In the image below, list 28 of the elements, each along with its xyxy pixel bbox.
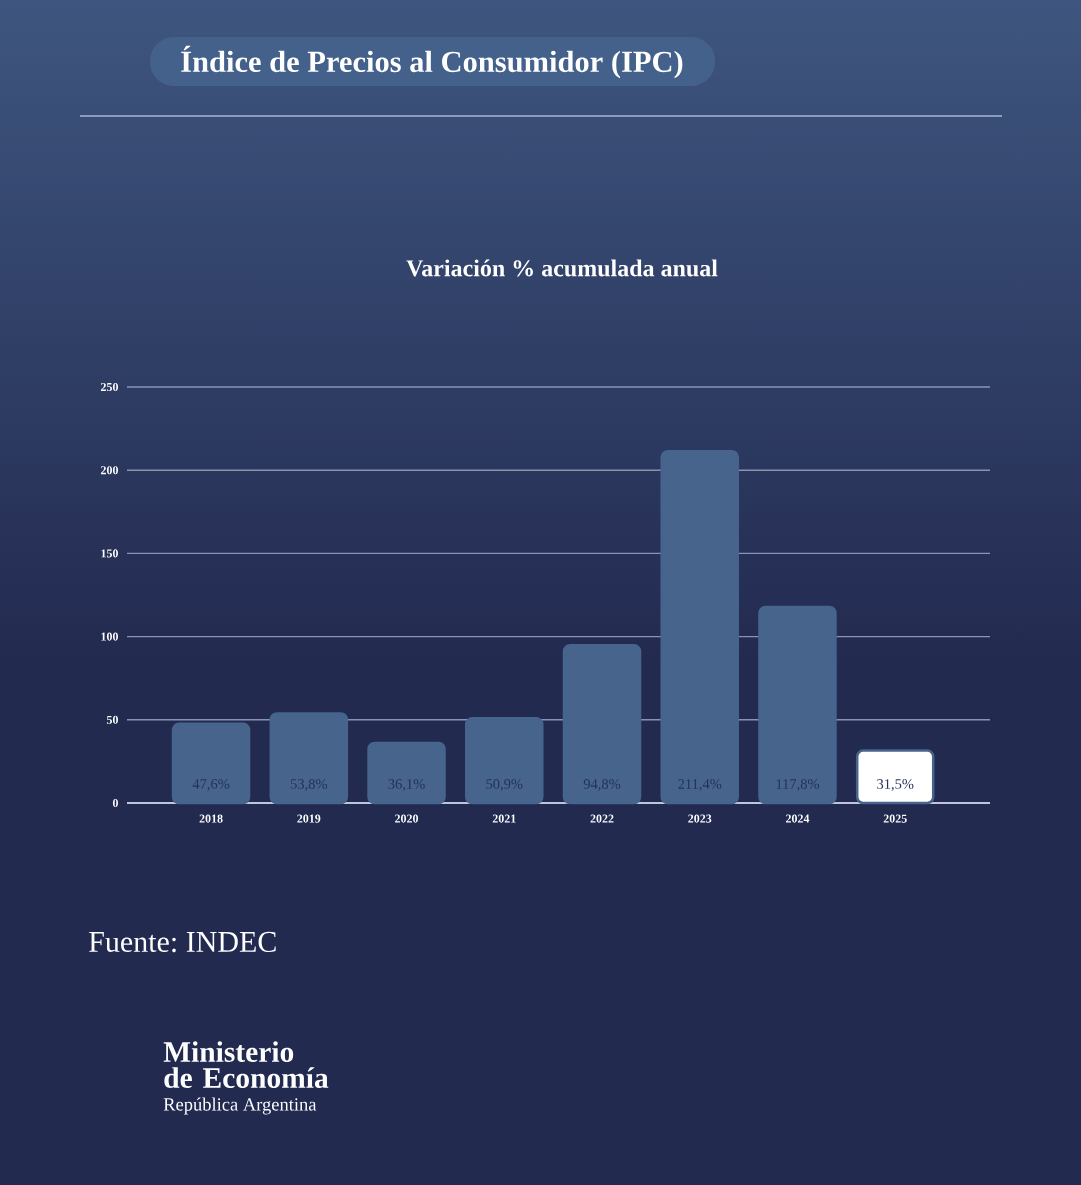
bar xyxy=(855,749,935,805)
bar xyxy=(465,717,544,805)
y-tick-label: 100 xyxy=(101,632,118,641)
y-tick-label: 250 xyxy=(100,382,118,392)
text: República Argentina xyxy=(163,1097,317,1115)
y-tick-label: 200 xyxy=(100,466,118,475)
source-note: Fuente: INDEC xyxy=(89,931,276,953)
x-tick-label: 2022 xyxy=(590,814,614,823)
x-tick-label: 2021 xyxy=(492,814,516,823)
bar xyxy=(367,741,446,805)
x-tick-label: 2019 xyxy=(297,814,321,823)
bar xyxy=(171,722,251,805)
chart-title: Índice de Precios al Consumidor (IPC) xyxy=(181,45,683,79)
y-tick-label: 0 xyxy=(112,798,118,808)
bar xyxy=(562,644,642,805)
x-tick-label: 2020 xyxy=(395,814,419,823)
bar xyxy=(269,712,349,805)
y-tick-label: 150 xyxy=(101,549,118,558)
chart-subtitle: Variación % acumulada anual xyxy=(406,259,718,277)
x-tick-label: 2018 xyxy=(199,814,223,823)
text: Ministerio de Economía xyxy=(163,1041,329,1088)
bar xyxy=(660,449,739,805)
bar xyxy=(758,605,837,805)
data-label: 31,5% xyxy=(877,779,914,791)
y-tick-label: 50 xyxy=(106,715,118,724)
x-tick-label: 2023 xyxy=(688,814,712,823)
x-tick-label: 2025 xyxy=(883,814,907,823)
x-tick-label: 2024 xyxy=(785,814,810,823)
